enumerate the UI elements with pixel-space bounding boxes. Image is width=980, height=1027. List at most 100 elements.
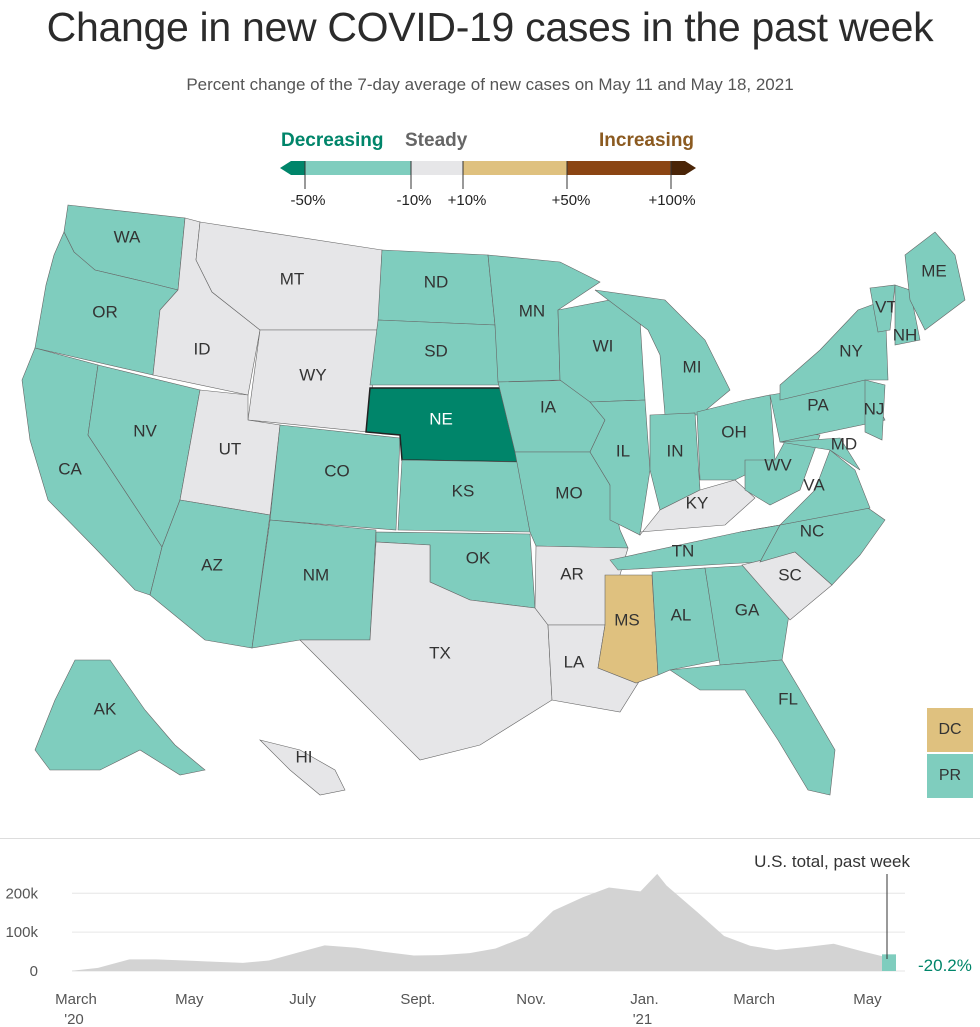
state-label-nc: NC xyxy=(800,521,825,540)
legend-steady-label: Steady xyxy=(405,130,468,151)
state-label-sd: SD xyxy=(424,341,448,360)
legend-tick-minus10: -10% xyxy=(396,192,432,209)
month-label: March xyxy=(733,991,775,1008)
state-label-ms: MS xyxy=(614,610,640,629)
state-label-hi: HI xyxy=(296,747,313,766)
state-label-ca: CA xyxy=(58,459,82,478)
state-co[interactable] xyxy=(269,424,401,531)
state-label-id: ID xyxy=(194,339,211,358)
state-md[interactable] xyxy=(779,437,861,471)
state-label-il: IL xyxy=(616,441,630,460)
legend-swatch-strong-increase xyxy=(567,161,671,175)
state-label-in: IN xyxy=(667,441,684,460)
state-label-oh: OH xyxy=(721,422,747,441)
state-label-al: AL xyxy=(671,605,692,624)
state-label-wy: WY xyxy=(299,365,326,384)
page-title: Change in new COVID-19 cases in the past… xyxy=(46,4,934,50)
section-divider xyxy=(0,838,980,839)
year-label: '21 xyxy=(633,1011,653,1027)
state-label-mt: MT xyxy=(280,269,305,288)
state-label-fl: FL xyxy=(778,689,798,708)
state-label-mn: MN xyxy=(519,301,545,320)
state-label-va: VA xyxy=(803,475,825,494)
state-label-wv: WV xyxy=(764,455,792,474)
state-il[interactable] xyxy=(589,399,651,536)
legend-tick-minus50: -50% xyxy=(290,192,326,209)
state-label-ny: NY xyxy=(839,341,863,360)
state-nh[interactable] xyxy=(894,284,921,346)
month-label: March xyxy=(55,991,97,1008)
y-tick-label: 200k xyxy=(5,885,38,902)
legend-tick-plus50: +50% xyxy=(551,192,591,209)
state-label-tn: TN xyxy=(672,541,695,560)
state-label-pa: PA xyxy=(807,395,829,414)
state-label-ks: KS xyxy=(452,481,475,500)
legend-tick-plus100: +100% xyxy=(648,192,696,209)
state-va[interactable] xyxy=(739,449,871,533)
state-label-ga: GA xyxy=(735,600,760,619)
state-label-me: ME xyxy=(921,261,947,280)
state-label-ar: AR xyxy=(560,564,584,583)
state-label-ky: KY xyxy=(686,493,709,512)
month-label: Jan. xyxy=(630,991,658,1008)
state-label-md: MD xyxy=(831,434,857,453)
month-label: May xyxy=(175,991,204,1008)
legend-decreasing-label: Decreasing xyxy=(281,130,384,151)
state-label-nm: NM xyxy=(303,565,329,584)
state-label-wi: WI xyxy=(593,336,614,355)
state-label-ia: IA xyxy=(540,397,557,416)
state-pr[interactable]: PR xyxy=(927,754,973,798)
state-label-ok: OK xyxy=(466,548,491,567)
state-label-mi: MI xyxy=(683,357,702,376)
state-label-pr: PR xyxy=(938,767,962,784)
month-label: July xyxy=(289,991,316,1008)
state-me[interactable] xyxy=(904,231,966,331)
state-label-la: LA xyxy=(564,652,585,671)
us-state-map: WA OR CA NV ID MT WY UT AZ CO NM ND SD NE KS OK TX MN IA MO… xyxy=(21,204,966,796)
page-subtitle: Percent change of the 7-day average of n… xyxy=(186,75,794,94)
state-label-wa: WA xyxy=(114,227,141,246)
state-label-co: CO xyxy=(324,461,350,480)
state-label-nd: ND xyxy=(424,272,449,291)
month-label: Nov. xyxy=(516,991,546,1008)
state-dc[interactable]: DC xyxy=(927,708,973,752)
state-label-mo: MO xyxy=(555,483,582,502)
legend-increasing-label: Increasing xyxy=(599,130,695,151)
legend-color-bar xyxy=(280,161,696,189)
state-label-nh: NH xyxy=(893,325,918,344)
state-ny[interactable] xyxy=(779,299,889,401)
legend-swatch-steady xyxy=(411,161,463,175)
past-week-highlight xyxy=(881,954,896,971)
state-al[interactable] xyxy=(651,567,721,676)
legend-tick-plus10: +10% xyxy=(447,192,487,209)
year-label: '20 xyxy=(64,1011,84,1027)
state-label-nj: NJ xyxy=(864,399,885,418)
legend-swatch-increase xyxy=(463,161,567,175)
state-label-vt: VT xyxy=(875,297,897,316)
state-ak[interactable] xyxy=(34,659,206,776)
y-tick-label: 0 xyxy=(30,963,38,980)
us-cases-timeline-chart: 200k 100k 0 U.S. total, past week -20.2% Marc… xyxy=(5,852,972,1027)
state-wv[interactable] xyxy=(744,431,821,506)
state-vt[interactable] xyxy=(869,284,896,333)
legend-swatch-very-strong-increase xyxy=(671,161,696,175)
y-tick-label: 100k xyxy=(5,924,38,941)
month-label: May xyxy=(853,991,882,1008)
legend-swatch-strong-decrease xyxy=(280,161,305,175)
state-az[interactable] xyxy=(149,499,271,649)
state-nj[interactable] xyxy=(864,379,886,441)
state-label-dc: DC xyxy=(938,721,962,738)
change-label: -20.2% xyxy=(918,956,972,975)
state-fl[interactable] xyxy=(669,659,836,796)
state-label-az: AZ xyxy=(201,555,223,574)
annotation-label: U.S. total, past week xyxy=(754,852,910,871)
state-label-or: OR xyxy=(92,302,118,321)
state-label-ne: NE xyxy=(429,409,453,428)
cases-area xyxy=(72,873,895,971)
state-label-ut: UT xyxy=(219,439,242,458)
state-hi[interactable] xyxy=(259,739,346,796)
state-label-ak: AK xyxy=(94,699,117,718)
state-label-nv: NV xyxy=(133,421,157,440)
state-label-tx: TX xyxy=(429,643,451,662)
month-label: Sept. xyxy=(400,991,435,1008)
